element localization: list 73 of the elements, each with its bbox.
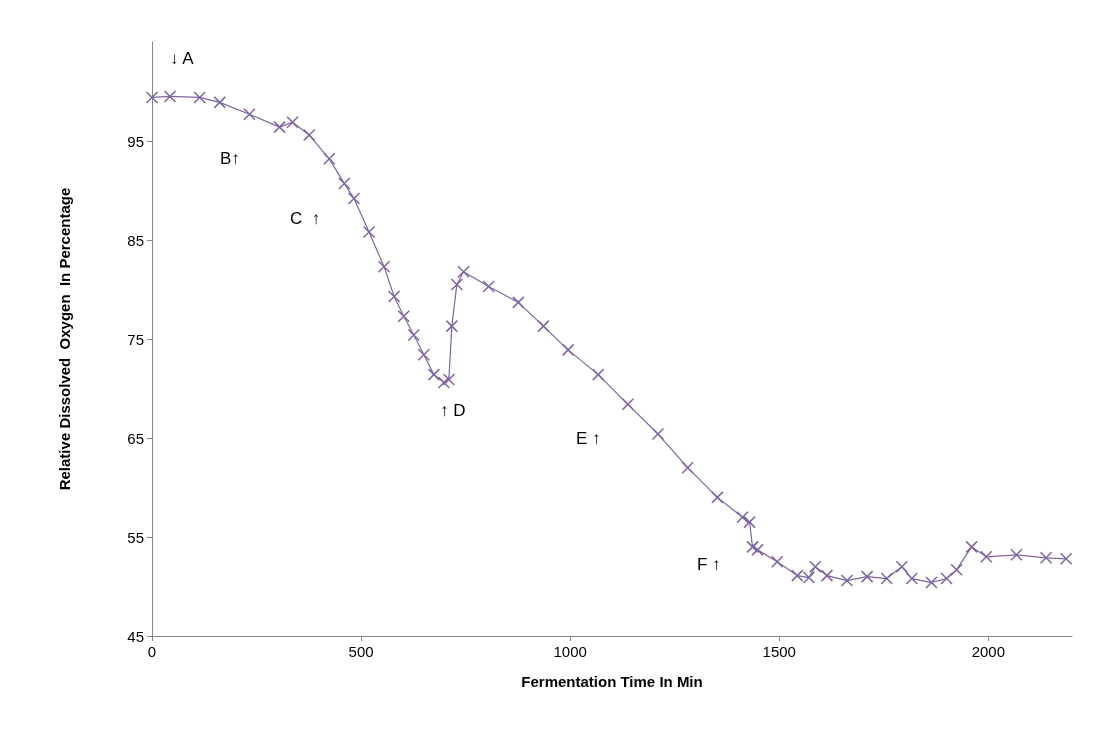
point	[791, 569, 804, 582]
point	[895, 560, 909, 573]
annotation: E ↑	[576, 429, 601, 448]
point	[651, 427, 665, 441]
point	[820, 569, 834, 582]
x-tick-label: 1000	[553, 643, 587, 660]
point	[770, 555, 784, 568]
point	[1059, 552, 1073, 566]
point	[362, 225, 376, 239]
point	[482, 280, 495, 293]
y-tick-label: 75	[127, 330, 144, 348]
y-tick-label: 85	[127, 231, 144, 249]
point	[437, 376, 451, 389]
point	[1010, 548, 1023, 562]
point	[377, 260, 391, 273]
point	[213, 96, 226, 109]
annotation: B↑	[220, 149, 240, 168]
point	[751, 543, 764, 557]
point	[347, 192, 361, 205]
point	[860, 570, 874, 583]
point	[273, 120, 286, 134]
point	[407, 328, 421, 342]
y-tick-label: 95	[127, 132, 144, 150]
point	[145, 91, 159, 104]
point	[950, 563, 963, 576]
point	[323, 152, 336, 166]
point	[512, 296, 525, 309]
point	[591, 368, 605, 381]
x-tick-label: 2000	[971, 643, 1006, 660]
y-tick-label: 45	[127, 627, 144, 645]
annotation: ↓ A	[170, 49, 195, 68]
point	[746, 540, 759, 554]
point	[302, 128, 316, 142]
point	[442, 373, 456, 386]
point	[802, 571, 816, 584]
point	[925, 576, 938, 589]
point	[457, 265, 470, 278]
y-tick-label: 65	[127, 429, 144, 447]
x-tick-label: 500	[348, 643, 374, 660]
point	[980, 550, 993, 564]
point	[1039, 551, 1053, 565]
point	[840, 574, 854, 587]
point	[880, 572, 893, 585]
point	[736, 510, 749, 524]
point	[711, 491, 724, 504]
point	[561, 343, 575, 357]
point	[681, 461, 694, 474]
y-tick-label: 55	[127, 528, 144, 546]
point	[450, 278, 464, 291]
point	[286, 115, 299, 129]
x-tick-label: 0	[147, 643, 157, 660]
annotation: ↑ D	[440, 401, 466, 420]
x-axis-title: Fermentation Time In Min	[521, 673, 703, 690]
point	[427, 368, 441, 381]
point	[417, 348, 431, 362]
point	[445, 319, 459, 333]
point	[743, 515, 756, 529]
point	[193, 91, 206, 104]
annotation: C ↑	[290, 209, 321, 228]
point	[940, 572, 953, 585]
point	[387, 290, 401, 303]
point	[621, 398, 635, 411]
y-axis-title: Relative Dissolved Oxygen In Percentage	[56, 187, 73, 491]
point	[808, 560, 822, 573]
point	[338, 177, 351, 190]
point	[243, 108, 256, 121]
point	[163, 90, 177, 103]
point	[397, 309, 410, 323]
annotation: F ↑	[697, 555, 721, 574]
point	[905, 572, 919, 585]
point	[965, 540, 978, 554]
point	[537, 319, 550, 333]
x-tick-label: 1500	[762, 643, 796, 660]
